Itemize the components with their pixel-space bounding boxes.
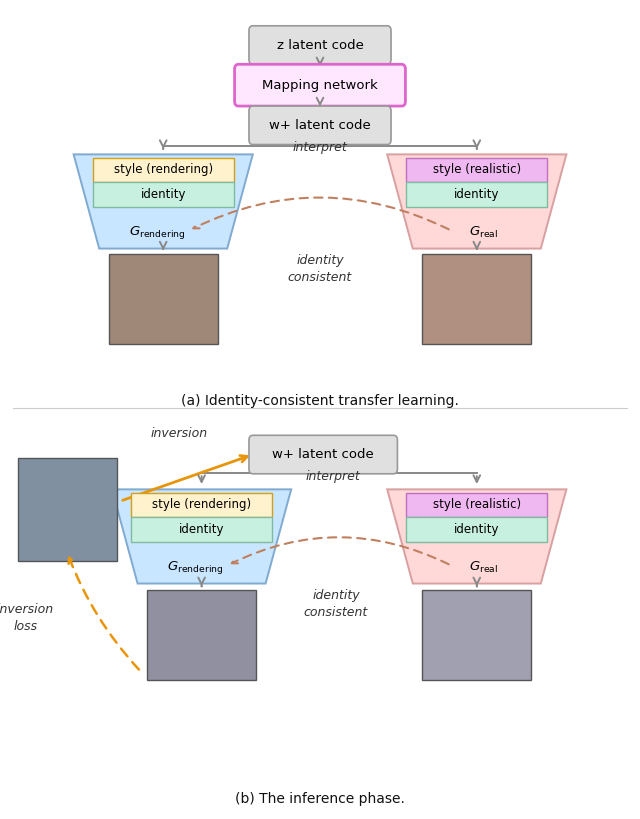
Text: identity: identity: [179, 523, 225, 536]
FancyBboxPatch shape: [249, 106, 391, 144]
Text: identity: identity: [140, 188, 186, 201]
FancyBboxPatch shape: [93, 183, 234, 207]
FancyBboxPatch shape: [17, 459, 116, 560]
Polygon shape: [387, 490, 566, 583]
Text: identity
consistent: identity consistent: [304, 590, 368, 619]
Text: style (realistic): style (realistic): [433, 164, 521, 176]
FancyBboxPatch shape: [131, 518, 272, 542]
Polygon shape: [112, 490, 291, 583]
Text: inversion
loss: inversion loss: [0, 604, 54, 633]
Text: (a) Identity-consistent transfer learning.: (a) Identity-consistent transfer learnin…: [181, 394, 459, 409]
FancyBboxPatch shape: [249, 436, 397, 473]
FancyBboxPatch shape: [235, 64, 406, 106]
Text: identity
consistent: identity consistent: [288, 254, 352, 283]
FancyBboxPatch shape: [406, 183, 547, 207]
FancyBboxPatch shape: [109, 254, 218, 344]
FancyBboxPatch shape: [93, 157, 234, 183]
Text: identity: identity: [454, 523, 500, 536]
FancyBboxPatch shape: [406, 518, 547, 542]
Text: z latent code: z latent code: [276, 38, 364, 52]
Text: interpret: interpret: [292, 141, 348, 154]
FancyBboxPatch shape: [406, 157, 547, 183]
Text: $\mathit{G}_{\mathrm{rendering}}$: $\mathit{G}_{\mathrm{rendering}}$: [129, 224, 185, 241]
FancyBboxPatch shape: [422, 590, 531, 680]
Text: $\mathit{G}_{\mathrm{real}}$: $\mathit{G}_{\mathrm{real}}$: [468, 224, 498, 240]
Text: identity: identity: [454, 188, 500, 201]
Text: style (realistic): style (realistic): [433, 499, 521, 511]
Text: w+ latent code: w+ latent code: [273, 448, 374, 461]
Text: style (rendering): style (rendering): [152, 499, 251, 511]
FancyBboxPatch shape: [249, 25, 391, 65]
Text: (b) The inference phase.: (b) The inference phase.: [235, 791, 405, 806]
FancyBboxPatch shape: [422, 254, 531, 344]
FancyBboxPatch shape: [147, 590, 256, 680]
Polygon shape: [74, 154, 253, 249]
Text: style (rendering): style (rendering): [114, 164, 212, 176]
Polygon shape: [387, 154, 566, 249]
FancyBboxPatch shape: [406, 493, 547, 518]
Text: $\mathit{G}_{\mathrm{rendering}}$: $\mathit{G}_{\mathrm{rendering}}$: [167, 559, 223, 576]
Text: $\mathit{G}_{\mathrm{real}}$: $\mathit{G}_{\mathrm{real}}$: [468, 559, 498, 575]
Text: w+ latent code: w+ latent code: [269, 119, 371, 132]
Text: interpret: interpret: [305, 470, 360, 483]
FancyBboxPatch shape: [131, 493, 272, 518]
Text: inversion: inversion: [150, 427, 208, 440]
Text: Mapping network: Mapping network: [262, 79, 378, 92]
